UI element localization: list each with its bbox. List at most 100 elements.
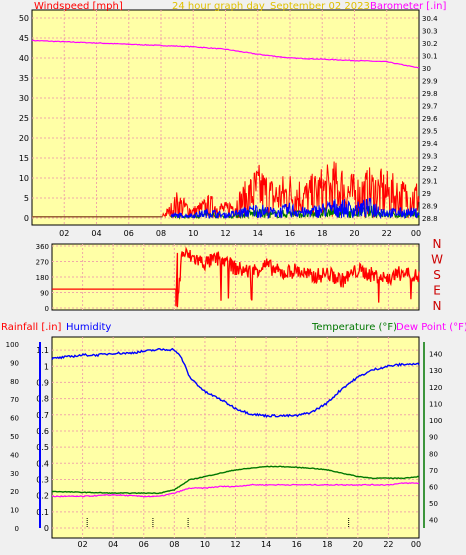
rainfall-y-tick: 0.1 bbox=[36, 508, 49, 517]
windspeed-y-tick: 5 bbox=[24, 194, 29, 203]
humidity-y-tick: 100 bbox=[6, 341, 19, 349]
barometer-y-tick: 29.2 bbox=[422, 165, 438, 173]
temperature-y-tick: 130 bbox=[429, 367, 442, 375]
temperature-y-tick: 50 bbox=[429, 500, 438, 508]
rainfall-y-tick: 0.8 bbox=[36, 395, 49, 404]
humidity-y-tick: 30 bbox=[10, 470, 19, 478]
barometer-y-tick: 29.1 bbox=[422, 178, 438, 186]
temperature-y-tick: 120 bbox=[429, 384, 442, 392]
barometer-y-tick: 30.3 bbox=[422, 28, 438, 36]
windspeed-y-tick: 40 bbox=[19, 54, 29, 63]
windspeed-y-tick: 35 bbox=[19, 74, 29, 83]
barometer-y-tick: 28.9 bbox=[422, 203, 438, 211]
humidity-y-tick: 80 bbox=[10, 378, 19, 386]
humidity-y-tick: 70 bbox=[10, 396, 19, 404]
compass-label: N bbox=[433, 237, 442, 251]
temperature-y-tick: 100 bbox=[429, 417, 442, 425]
rain-x-tick: 12 bbox=[230, 540, 240, 549]
barometer-y-tick: 29.5 bbox=[422, 128, 438, 136]
compass-label: N bbox=[433, 299, 442, 313]
wind-x-tick: 22 bbox=[382, 229, 392, 238]
rain-x-tick: 00 bbox=[411, 540, 421, 549]
wind-x-tick: 16 bbox=[285, 229, 295, 238]
windspeed-axis-title: Windspeed [mph] bbox=[34, 1, 123, 12]
windspeed-y-tick: 30 bbox=[19, 94, 29, 103]
dewpoint-line bbox=[51, 482, 420, 498]
windspeed-y-tick: 50 bbox=[19, 14, 29, 23]
barometer-line bbox=[31, 39, 419, 69]
barometer-y-tick: 30.4 bbox=[422, 15, 438, 23]
temperature-axis-title: Temperature (°F) bbox=[311, 322, 397, 333]
humidity-axis-title: Humidity bbox=[66, 322, 111, 333]
compass-label: S bbox=[433, 268, 441, 282]
barometer-y-tick: 29.6 bbox=[422, 115, 438, 123]
rainfall-y-tick: 0.6 bbox=[36, 427, 49, 436]
wind-x-tick: 02 bbox=[59, 229, 69, 238]
barometer-y-tick: 29.7 bbox=[422, 103, 438, 111]
wind-x-tick: 18 bbox=[317, 229, 327, 238]
temperature-line bbox=[51, 465, 420, 495]
rain-x-tick: 10 bbox=[200, 540, 210, 549]
barometer-y-tick: 29.8 bbox=[422, 90, 438, 98]
rainfall-y-tick: 1 bbox=[44, 362, 49, 371]
barometer-y-tick: 29.9 bbox=[422, 78, 438, 86]
windspeed-y-tick: 15 bbox=[19, 154, 29, 163]
barometer-y-tick: 30.1 bbox=[422, 53, 438, 61]
rain-x-tick: 14 bbox=[261, 540, 271, 549]
temperature-y-tick: 80 bbox=[429, 450, 438, 458]
windspeed-y-tick: 20 bbox=[19, 134, 29, 143]
rainfall-y-tick: 0.9 bbox=[36, 378, 49, 387]
windspeed-y-tick: 45 bbox=[19, 34, 29, 43]
barometer-axis-title: Barometer [.in] bbox=[370, 1, 446, 12]
temperature-y-tick: 60 bbox=[429, 483, 438, 491]
humidity-y-tick: 50 bbox=[10, 433, 19, 441]
rain-x-tick: 04 bbox=[108, 540, 118, 549]
humidity-line bbox=[51, 347, 420, 418]
barometer-y-tick: 30 bbox=[422, 65, 431, 73]
temperature-y-tick: 40 bbox=[429, 517, 438, 525]
direction-y-tick: 180 bbox=[36, 274, 49, 282]
humidity-y-tick: 60 bbox=[10, 415, 19, 423]
rain-x-tick: 08 bbox=[169, 540, 179, 549]
rain-x-tick: 20 bbox=[353, 540, 363, 549]
windspeed-y-tick: 10 bbox=[19, 174, 29, 183]
dewpoint-axis-title: Dew Point (°F) bbox=[396, 322, 466, 333]
chart-date: September 02 2023 bbox=[270, 1, 370, 12]
wind-x-tick: 04 bbox=[91, 229, 101, 238]
wind-direction-line bbox=[52, 246, 420, 308]
rain-x-tick: 22 bbox=[383, 540, 393, 549]
temperature-y-tick: 70 bbox=[429, 467, 438, 475]
rainfall-y-tick: 0.7 bbox=[36, 411, 49, 420]
direction-y-tick: 270 bbox=[36, 259, 49, 267]
direction-y-tick: 90 bbox=[40, 290, 49, 298]
barometer-y-tick: 29 bbox=[422, 190, 431, 198]
rainfall-y-tick: 0 bbox=[44, 524, 49, 533]
direction-y-tick: 360 bbox=[36, 243, 49, 251]
chart-title: 24 hour graph day bbox=[172, 1, 265, 12]
humidity-y-tick: 20 bbox=[10, 488, 19, 496]
compass-label: W bbox=[431, 253, 443, 267]
temperature-y-tick: 110 bbox=[429, 400, 442, 408]
direction-y-tick: 0 bbox=[45, 305, 49, 313]
humidity-y-tick: 90 bbox=[10, 359, 19, 367]
windspeed-y-tick: 0 bbox=[24, 214, 29, 223]
wind-x-tick: 08 bbox=[156, 229, 166, 238]
wind-x-tick: 12 bbox=[220, 229, 230, 238]
rain-x-tick: 18 bbox=[322, 540, 332, 549]
rainfall-y-tick: 0.2 bbox=[36, 492, 49, 501]
rainfall-y-tick: 0.4 bbox=[36, 459, 49, 468]
rain-x-tick: 02 bbox=[77, 540, 87, 549]
wind-x-tick: 00 bbox=[411, 229, 421, 238]
compass-label: E bbox=[433, 284, 441, 298]
rainfall-axis-title: Rainfall [.in] bbox=[1, 322, 62, 333]
rainfall-y-tick: 0.5 bbox=[36, 443, 49, 452]
rain-x-tick: 16 bbox=[292, 540, 302, 549]
rainfall-y-tick: 1.1 bbox=[36, 346, 49, 355]
barometer-y-tick: 29.4 bbox=[422, 140, 438, 148]
temperature-y-tick: 90 bbox=[429, 434, 438, 442]
wind-x-tick: 06 bbox=[124, 229, 134, 238]
wind-x-tick: 10 bbox=[188, 229, 198, 238]
barometer-y-tick: 29.3 bbox=[422, 153, 438, 161]
barometer-y-tick: 30.2 bbox=[422, 40, 438, 48]
